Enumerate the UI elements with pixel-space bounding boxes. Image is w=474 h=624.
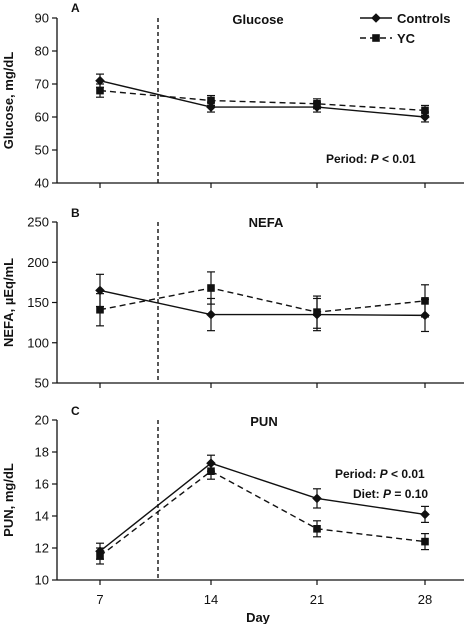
panel-2-series-0-point <box>312 493 322 504</box>
panel-2-y-tick-label: 12 <box>35 541 49 556</box>
panel-2-letter: C <box>71 404 80 418</box>
panel-1-series-0-line <box>99 289 426 317</box>
panel-0-annotation: Period: P < 0.01 <box>326 152 416 166</box>
panel-2-series-1-point <box>313 525 321 533</box>
panel-2-series-1-point <box>207 467 215 475</box>
panel-0-series-1-line <box>99 89 426 112</box>
panel-2-y-tick-label: 14 <box>35 509 49 524</box>
panel-0-y-tick-label: 40 <box>35 176 49 191</box>
legend-0-marker <box>371 13 381 23</box>
panel-2-y-tick-label: 18 <box>35 445 49 460</box>
legend-1-label: YC <box>397 31 416 46</box>
panel-1-y-tick-label: 150 <box>27 295 49 310</box>
legend-1-marker <box>372 34 380 42</box>
panel-2-y-axis-label: PUN, mg/dL <box>1 463 16 537</box>
panel-1-y-tick-label: 250 <box>27 215 49 230</box>
x-tick-label: 28 <box>418 592 432 607</box>
legend-0-label: Controls <box>397 11 450 26</box>
panel-1-series-1-point <box>421 297 429 305</box>
panel-1-y-axis-label: NEFA, µEq/mL <box>1 258 16 347</box>
panel-0-y-tick-label: 60 <box>35 110 49 125</box>
panel-0-y-axis-label: Glucose, mg/dL <box>1 52 16 150</box>
panel-0-y-tick-label: 90 <box>35 11 49 26</box>
panel-0-series-0-point <box>420 112 430 122</box>
panel-0-series-0-point <box>95 75 105 86</box>
x-axis-label: Day <box>246 610 271 624</box>
panel-1-y-tick-label: 50 <box>35 376 49 391</box>
panel-2-y-tick-label: 20 <box>35 413 49 428</box>
panel-1-y-tick-label: 100 <box>27 335 49 350</box>
panel-0-title: Glucose <box>232 12 283 27</box>
panel-1-series-1-point <box>207 284 215 292</box>
panel-0-y-tick-label: 80 <box>35 44 49 59</box>
panel-2-y-tick-label: 10 <box>35 573 49 588</box>
panel-1-series-1-line <box>99 287 426 313</box>
x-tick-label: 7 <box>96 592 103 607</box>
panel-1-series-1-point <box>96 305 104 314</box>
panel-1-series-0-point <box>206 309 216 320</box>
panel-0-series-0-line <box>99 80 426 118</box>
panel-0-series-1-point <box>313 100 321 108</box>
panel-0-letter: A <box>71 1 80 15</box>
panel-1-y-tick-label: 200 <box>27 255 49 270</box>
panel-2-series-0-line <box>99 462 426 552</box>
panel-0-y-tick-label: 70 <box>35 77 49 92</box>
panel-2-title: PUN <box>250 414 277 429</box>
panel-0-series-1-point <box>96 86 104 95</box>
panel-1-series-0-point <box>95 285 105 296</box>
panel-1-title: NEFA <box>249 215 284 230</box>
panel-0-series-0-point <box>206 102 216 112</box>
panel-2-series-1-line <box>99 470 426 557</box>
panel-2-annotation: Diet: P = 0.10 <box>353 487 428 501</box>
panel-0-series-1-point <box>207 96 215 105</box>
x-tick-label: 21 <box>310 592 324 607</box>
panel-2-series-1-point <box>421 537 429 546</box>
x-tick-label: 14 <box>204 592 218 607</box>
panel-0-series-1-point <box>421 106 429 115</box>
panel-1-letter: B <box>71 206 80 220</box>
panel-1-series-1-point <box>313 308 321 316</box>
panel-0-y-tick-label: 50 <box>35 143 49 158</box>
panel-2-y-tick-label: 16 <box>35 477 49 492</box>
panel-2-series-1-point <box>96 552 104 560</box>
panel-2-series-0-point <box>420 509 430 520</box>
panel-2-annotation: Period: P < 0.01 <box>335 467 425 481</box>
